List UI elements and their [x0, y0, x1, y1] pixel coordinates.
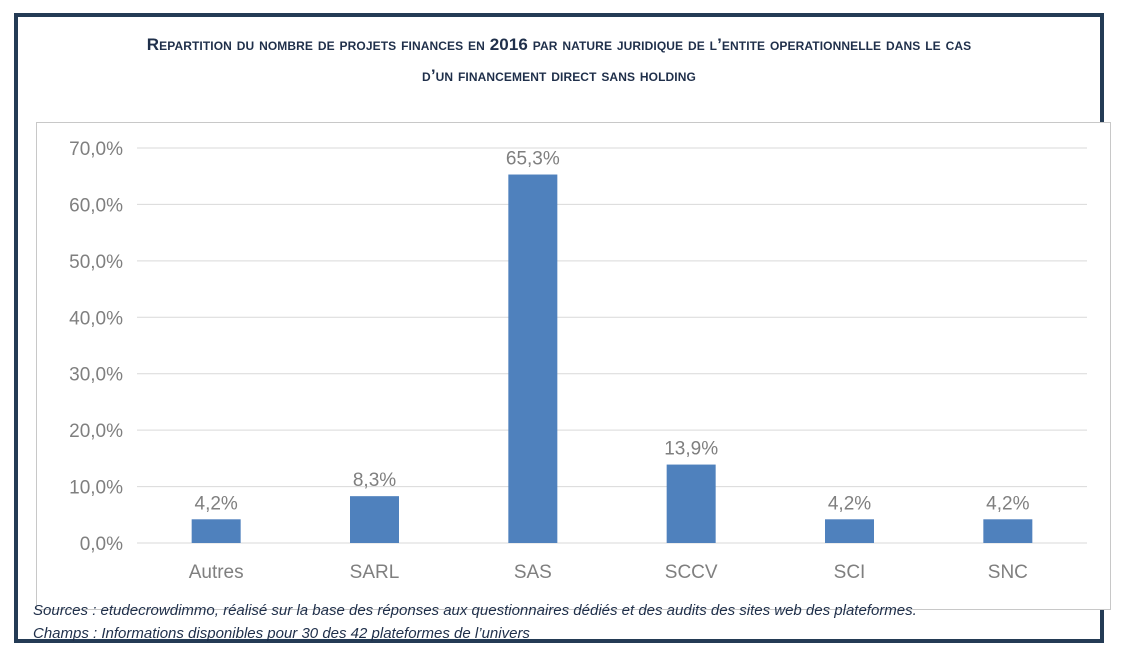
bar — [666, 464, 716, 543]
x-tick-label: SCI — [834, 562, 866, 583]
chart-footnote: Sources : etudecrowdimmo, réalisé sur la… — [33, 599, 917, 645]
y-tick-label: 20,0% — [69, 421, 123, 442]
data-label: 4,2% — [986, 493, 1029, 514]
x-tick-label: SARL — [350, 562, 400, 583]
y-tick-label: 70,0% — [69, 139, 123, 160]
bar — [825, 519, 874, 543]
x-tick-label: SCCV — [665, 562, 718, 583]
bar — [508, 174, 558, 543]
data-label: 8,3% — [353, 470, 396, 491]
y-tick-label: 30,0% — [69, 365, 123, 386]
plot-area: 0,0% 10,0% 20,0% 30,0% 40,0% 50,0% 60,0% 70,0% 4… — [36, 122, 1111, 610]
data-label: 4,2% — [195, 493, 238, 514]
y-tick-label: 40,0% — [69, 308, 123, 329]
x-tick-label: Autres — [189, 562, 244, 583]
chart-title-line-1: Repartition du nombre de projets finance… — [146, 35, 972, 54]
champs-note: Champs : Informations disponibles pour 3… — [33, 625, 530, 642]
y-tick-label: 60,0% — [69, 195, 123, 216]
x-tick-label: SNC — [988, 562, 1028, 583]
y-tick-label: 50,0% — [69, 252, 123, 273]
x-tick-label: SAS — [514, 562, 552, 583]
data-label: 13,9% — [664, 439, 718, 460]
sources-note: Sources : etudecrowdimmo, réalisé sur la… — [33, 602, 917, 619]
chart-frame: Repartition du nombre de projets finance… — [14, 13, 1111, 645]
chart-title-line-2: d’un financement direct sans holding — [422, 66, 696, 85]
bar — [191, 519, 241, 543]
bar — [350, 496, 399, 543]
y-tick-label: 10,0% — [69, 478, 123, 499]
data-label: 65,3% — [506, 149, 560, 170]
chart-title: Repartition du nombre de projets finance… — [28, 29, 1090, 91]
bar — [983, 519, 1033, 543]
data-label: 4,2% — [828, 493, 871, 514]
bar-chart: 0,0% 10,0% 20,0% 30,0% 40,0% 50,0% 60,0% 70,0% 4… — [69, 139, 1087, 583]
y-tick-label: 0,0% — [80, 534, 123, 555]
